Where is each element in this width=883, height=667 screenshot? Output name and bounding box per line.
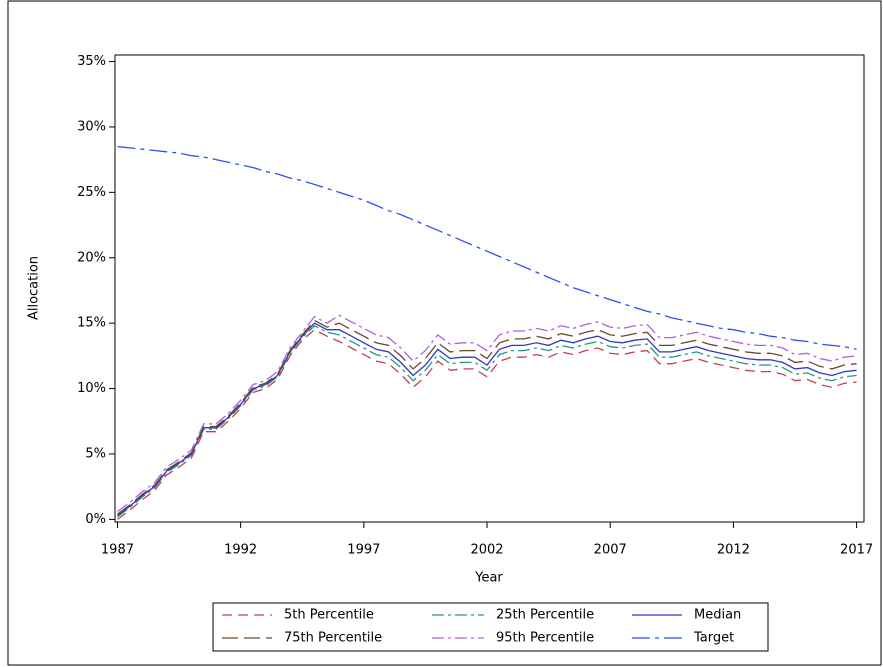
- x-tick-label: 1997: [347, 543, 380, 558]
- y-tick-label: 5%: [85, 446, 106, 461]
- x-tick-label: 2012: [717, 543, 750, 558]
- y-tick-label: 20%: [77, 250, 106, 265]
- x-tick-label: 1987: [101, 543, 134, 558]
- y-tick-label: 25%: [77, 185, 106, 200]
- series-line: [117, 145, 857, 350]
- legend-label: 75th Percentile: [284, 631, 382, 646]
- series-line: [117, 328, 857, 520]
- x-tick-label: 2017: [840, 543, 873, 558]
- series-line: [117, 325, 857, 518]
- x-tick-label: 2007: [594, 543, 627, 558]
- y-tick-label: 35%: [77, 54, 106, 69]
- y-axis-label: Allocation: [27, 256, 42, 320]
- legend-frame: [212, 602, 769, 652]
- legend-label: 25th Percentile: [496, 608, 594, 623]
- y-tick-label: 10%: [77, 381, 106, 396]
- y-tick-label: 0%: [85, 512, 106, 527]
- plot-frame: [114, 54, 865, 523]
- y-tick-label: 15%: [77, 316, 106, 331]
- outer-frame: [7, 0, 882, 666]
- x-tick-label: 2002: [470, 543, 503, 558]
- legend-label: 95th Percentile: [496, 631, 594, 646]
- x-axis-label: Year: [474, 571, 503, 586]
- series-line: [117, 322, 857, 517]
- y-tick-label: 30%: [77, 119, 106, 134]
- series-line: [117, 319, 857, 515]
- legend-label: Target: [693, 631, 734, 646]
- legend-label: Median: [694, 608, 741, 623]
- legend-label: 5th Percentile: [284, 608, 374, 623]
- x-tick-label: 1992: [224, 543, 257, 558]
- series-line: [117, 314, 857, 513]
